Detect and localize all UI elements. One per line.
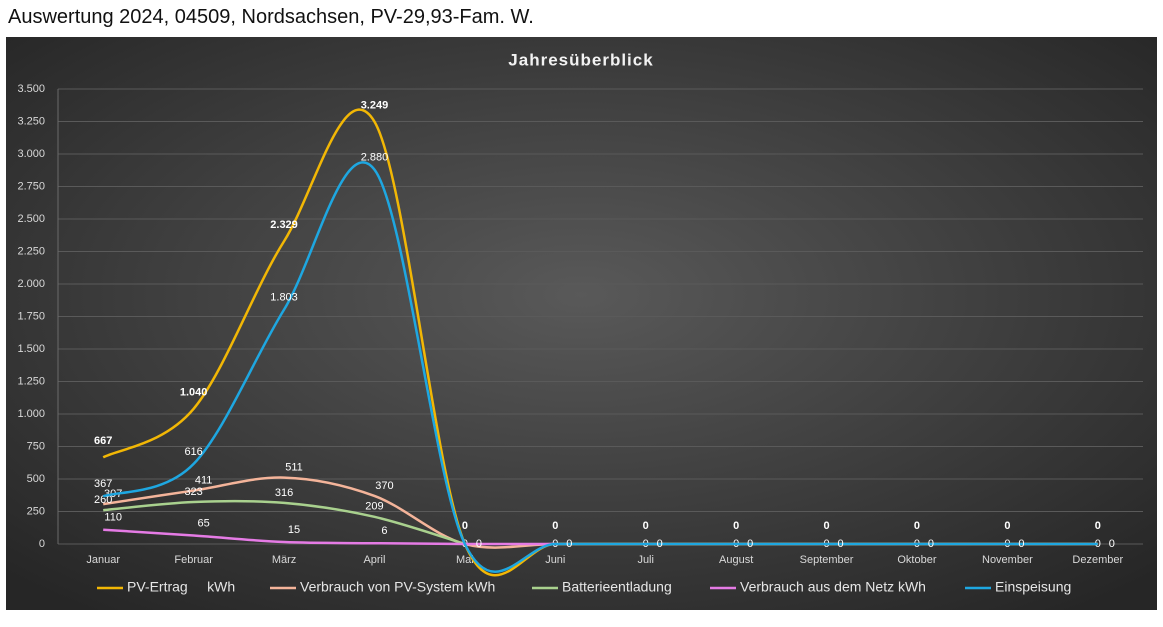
data-label: 0 bbox=[914, 520, 920, 532]
y-tick-label: 3.250 bbox=[17, 115, 45, 127]
series-line bbox=[102, 161, 1098, 573]
data-label: 0 bbox=[1018, 538, 1024, 550]
y-tick-label: 250 bbox=[27, 505, 45, 517]
data-label: 370 bbox=[375, 480, 393, 492]
data-label: 209 bbox=[365, 501, 383, 513]
data-label: 367 bbox=[94, 478, 112, 490]
data-label: 0 bbox=[823, 520, 829, 532]
data-label: 667 bbox=[94, 435, 112, 447]
data-label: 15 bbox=[288, 524, 300, 536]
x-tick-label: März bbox=[272, 554, 296, 566]
data-label: 260 bbox=[94, 494, 112, 506]
y-tick-label: 2.250 bbox=[17, 245, 45, 257]
data-label: 316 bbox=[275, 487, 293, 499]
y-tick-label: 0 bbox=[39, 538, 45, 550]
y-tick-label: 500 bbox=[27, 473, 45, 485]
data-label: 0 bbox=[1109, 538, 1115, 550]
x-tick-label: April bbox=[363, 554, 385, 566]
y-tick-label: 1.000 bbox=[17, 408, 45, 420]
x-tick-label: Februar bbox=[174, 554, 213, 566]
data-label: 411 bbox=[195, 474, 213, 486]
data-label: 0 bbox=[657, 538, 663, 550]
x-tick-label: August bbox=[719, 554, 753, 566]
series-line bbox=[103, 499, 466, 546]
y-tick-label: 2.000 bbox=[17, 278, 45, 290]
data-label: 323 bbox=[184, 486, 202, 498]
data-label: 616 bbox=[184, 446, 202, 458]
data-label: 0 bbox=[1095, 520, 1101, 532]
y-tick-label: 3.500 bbox=[17, 83, 45, 95]
data-label: 0 bbox=[566, 538, 572, 550]
data-label: 0 bbox=[552, 520, 558, 532]
data-label: 65 bbox=[198, 517, 210, 529]
data-label: 3.249 bbox=[361, 100, 389, 112]
data-label: 0 bbox=[928, 538, 934, 550]
x-tick-label: Dezember bbox=[1072, 554, 1123, 566]
data-label: 2.880 bbox=[361, 152, 389, 164]
data-label: 0 bbox=[476, 538, 482, 550]
data-label: 1.803 bbox=[270, 292, 298, 304]
data-label: 0 bbox=[733, 520, 739, 532]
x-tick-label: Juli bbox=[637, 554, 654, 566]
y-tick-label: 1.750 bbox=[17, 310, 45, 322]
x-tick-label: November bbox=[982, 554, 1033, 566]
x-tick-label: Januar bbox=[86, 554, 120, 566]
x-tick-label: Juni bbox=[545, 554, 565, 566]
y-tick-label: 3.000 bbox=[17, 148, 45, 160]
y-tick-label: 750 bbox=[27, 440, 45, 452]
chart-title: Jahresüberblick bbox=[508, 50, 653, 69]
data-label: 0 bbox=[462, 520, 468, 532]
data-label: 511 bbox=[285, 461, 303, 473]
legend-label: Verbrauch von PV-System kWh bbox=[300, 579, 495, 595]
data-label: 110 bbox=[104, 512, 122, 524]
legend-label: Batterieentladung bbox=[562, 579, 672, 595]
data-label: 0 bbox=[1004, 520, 1010, 532]
legend-label: Einspeisung bbox=[995, 579, 1071, 595]
y-tick-label: 2.500 bbox=[17, 213, 45, 225]
legend-label: PV-Ertrag kWh bbox=[127, 579, 235, 595]
y-tick-label: 1.500 bbox=[17, 343, 45, 355]
data-label: 1.040 bbox=[180, 387, 208, 399]
series-line bbox=[103, 528, 556, 546]
y-tick-label: 1.250 bbox=[17, 375, 45, 387]
data-label: 0 bbox=[643, 520, 649, 532]
x-tick-label: September bbox=[800, 554, 854, 566]
data-label: 0 bbox=[837, 538, 843, 550]
data-label: 0 bbox=[747, 538, 753, 550]
page-title: Auswertung 2024, 04509, Nordsachsen, PV-… bbox=[8, 6, 534, 28]
data-label: 2.329 bbox=[270, 219, 298, 231]
legend-label: Verbrauch aus dem Netz kWh bbox=[740, 579, 926, 595]
data-label: 6 bbox=[381, 525, 387, 537]
y-tick-label: 2.750 bbox=[17, 180, 45, 192]
x-tick-label: Mai bbox=[456, 554, 474, 566]
chart-background bbox=[6, 37, 1157, 610]
x-tick-label: Oktober bbox=[897, 554, 936, 566]
